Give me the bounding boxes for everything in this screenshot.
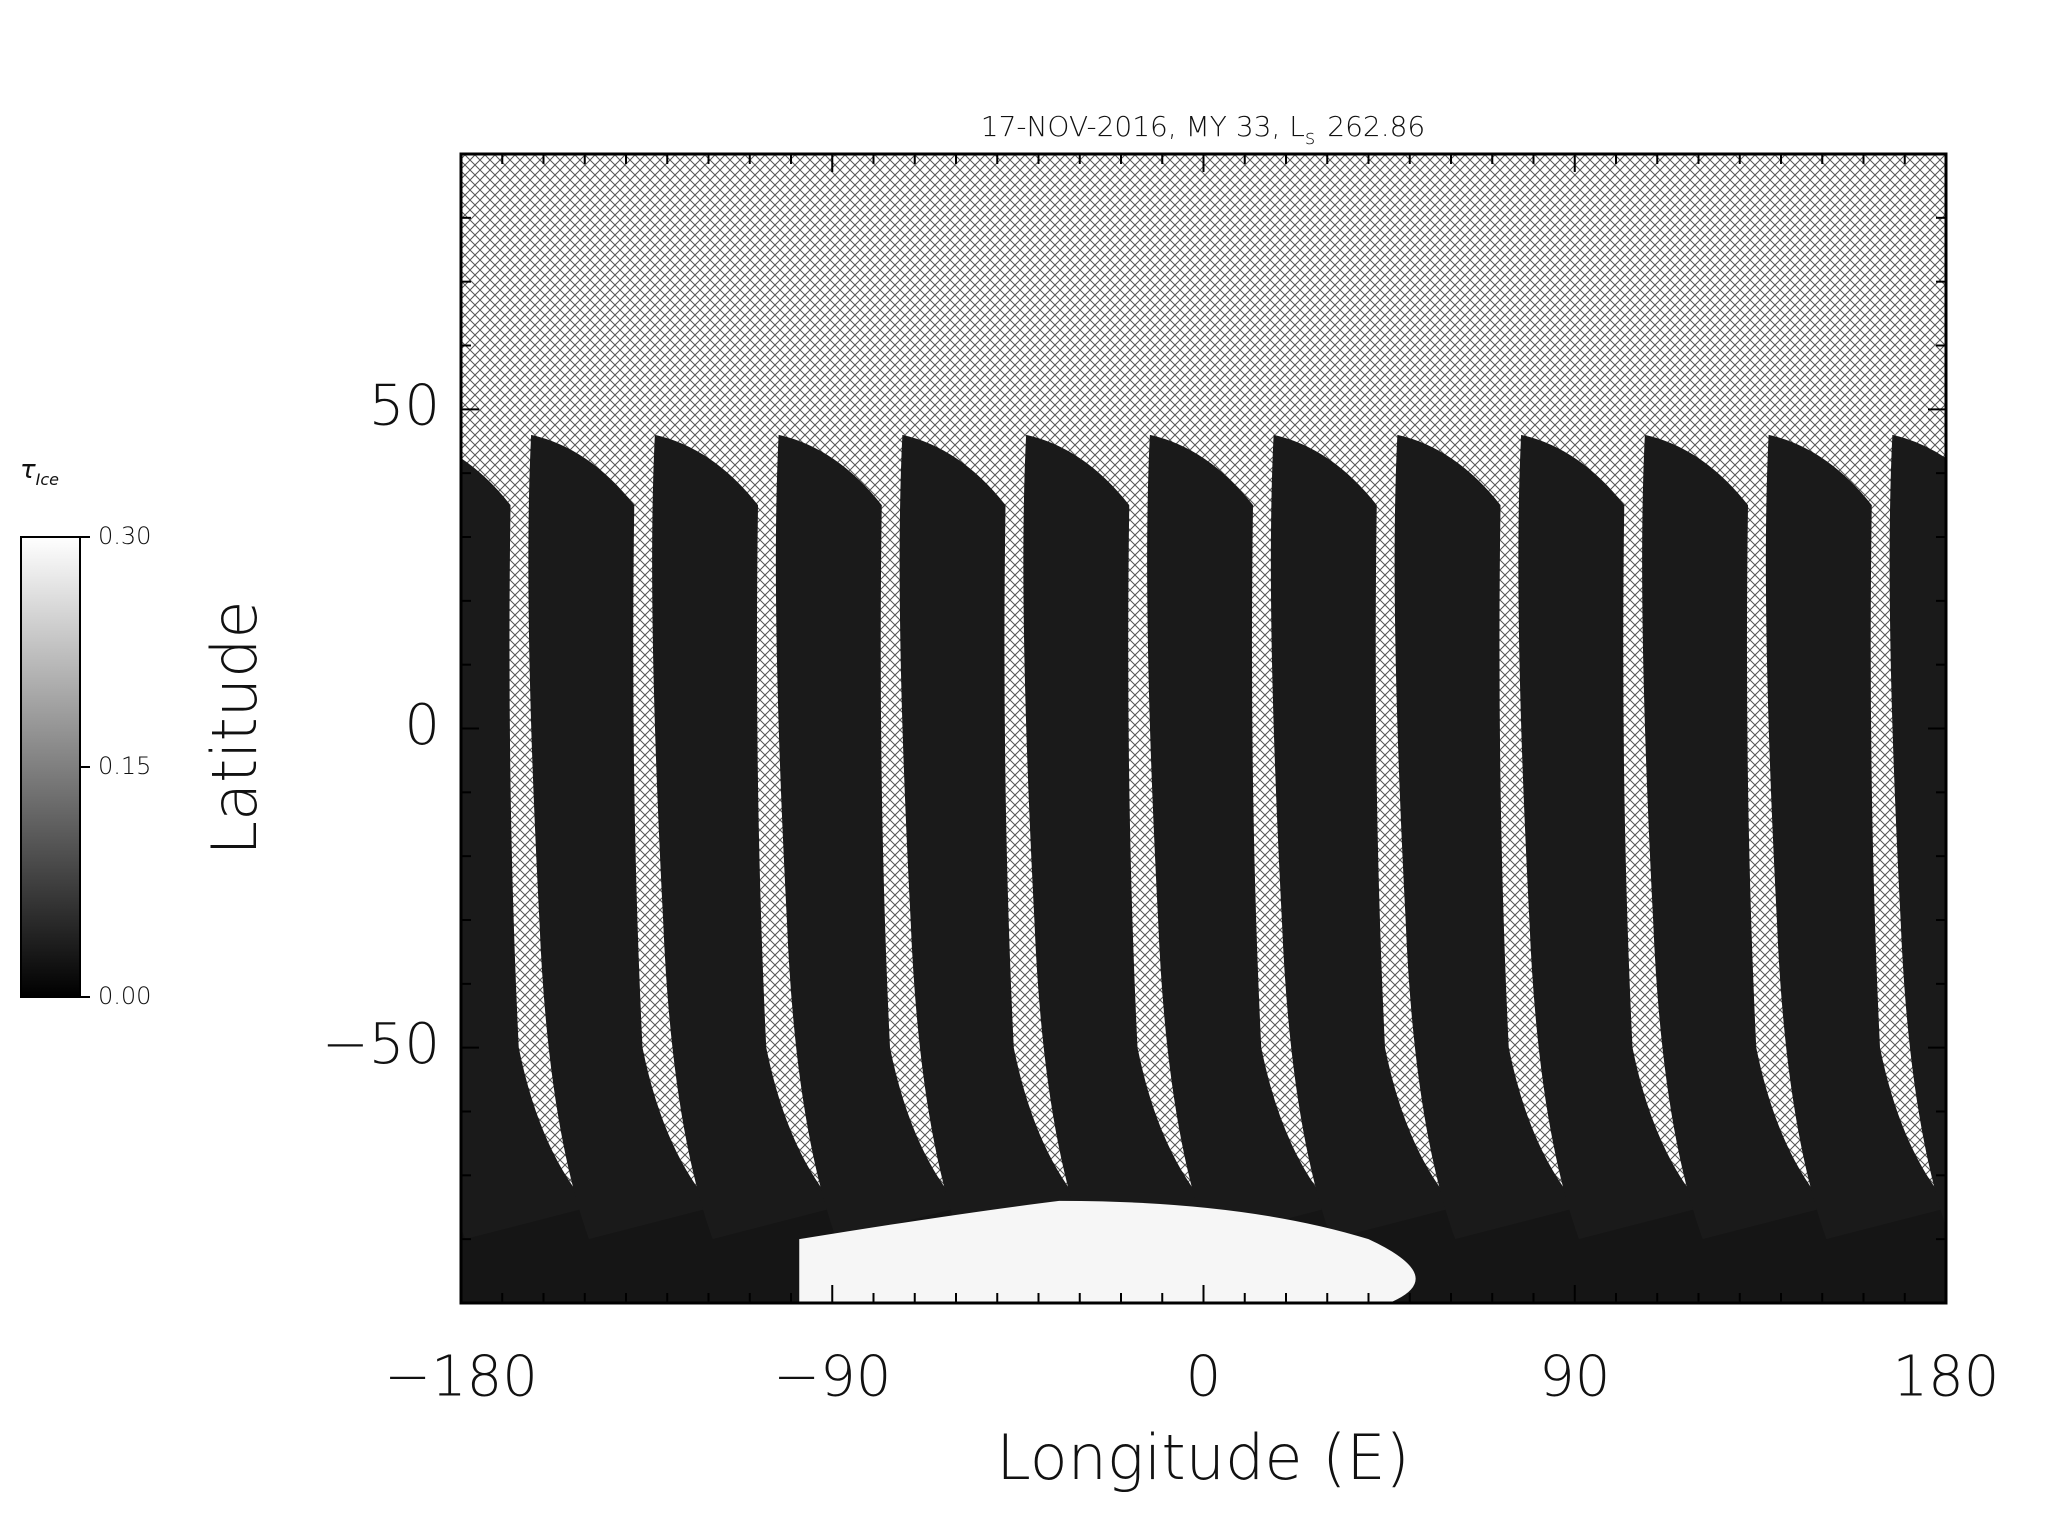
swath xyxy=(899,434,1084,1240)
chart-title: 17-NOV-2016, MY 33, Ls 262.86 xyxy=(981,110,1426,149)
x-tick-label: 90 xyxy=(1539,1344,1610,1409)
swath xyxy=(1270,434,1456,1240)
colorbar-symbol: τ xyxy=(20,455,36,485)
y-axis-label: Latitude xyxy=(198,600,271,855)
y-tick-label: −50 xyxy=(322,1012,440,1077)
title-subscript: s xyxy=(1305,125,1315,149)
swath xyxy=(1889,434,1946,1228)
y-tick-label: 50 xyxy=(369,374,440,439)
y-tick-label: 0 xyxy=(404,693,440,758)
colorbar-subscript: Ice xyxy=(36,470,60,489)
colorbar-tick-label: 0.00 xyxy=(98,982,151,1010)
colorbar-label: τIce xyxy=(20,455,59,489)
swath xyxy=(1765,434,1946,1240)
x-tick-label: −90 xyxy=(773,1344,891,1409)
swath xyxy=(1394,434,1579,1240)
swath xyxy=(1023,434,1208,1240)
plot-area xyxy=(461,154,2048,1303)
polar-cap xyxy=(799,1200,1416,1303)
swath xyxy=(1642,434,1827,1240)
x-tick-label: 0 xyxy=(1186,1344,1222,1409)
swath xyxy=(652,434,837,1240)
swath xyxy=(461,458,589,1240)
swath xyxy=(1147,434,1332,1240)
swath xyxy=(775,434,961,1240)
swath xyxy=(1518,434,1703,1240)
swath xyxy=(528,434,713,1240)
x-axis-label: Longitude (E) xyxy=(996,1421,1409,1494)
swath xyxy=(2013,435,2048,1239)
colorbar-tick-label: 0.15 xyxy=(98,752,151,780)
colorbar-tick-label: 0.30 xyxy=(98,522,151,550)
title-main: 17-NOV-2016, MY 33, L xyxy=(981,110,1305,143)
title-suffix: 262.86 xyxy=(1327,110,1425,143)
x-tick-label: −180 xyxy=(384,1344,538,1409)
colorbar xyxy=(20,536,81,998)
x-tick-label: 180 xyxy=(1893,1344,2000,1409)
